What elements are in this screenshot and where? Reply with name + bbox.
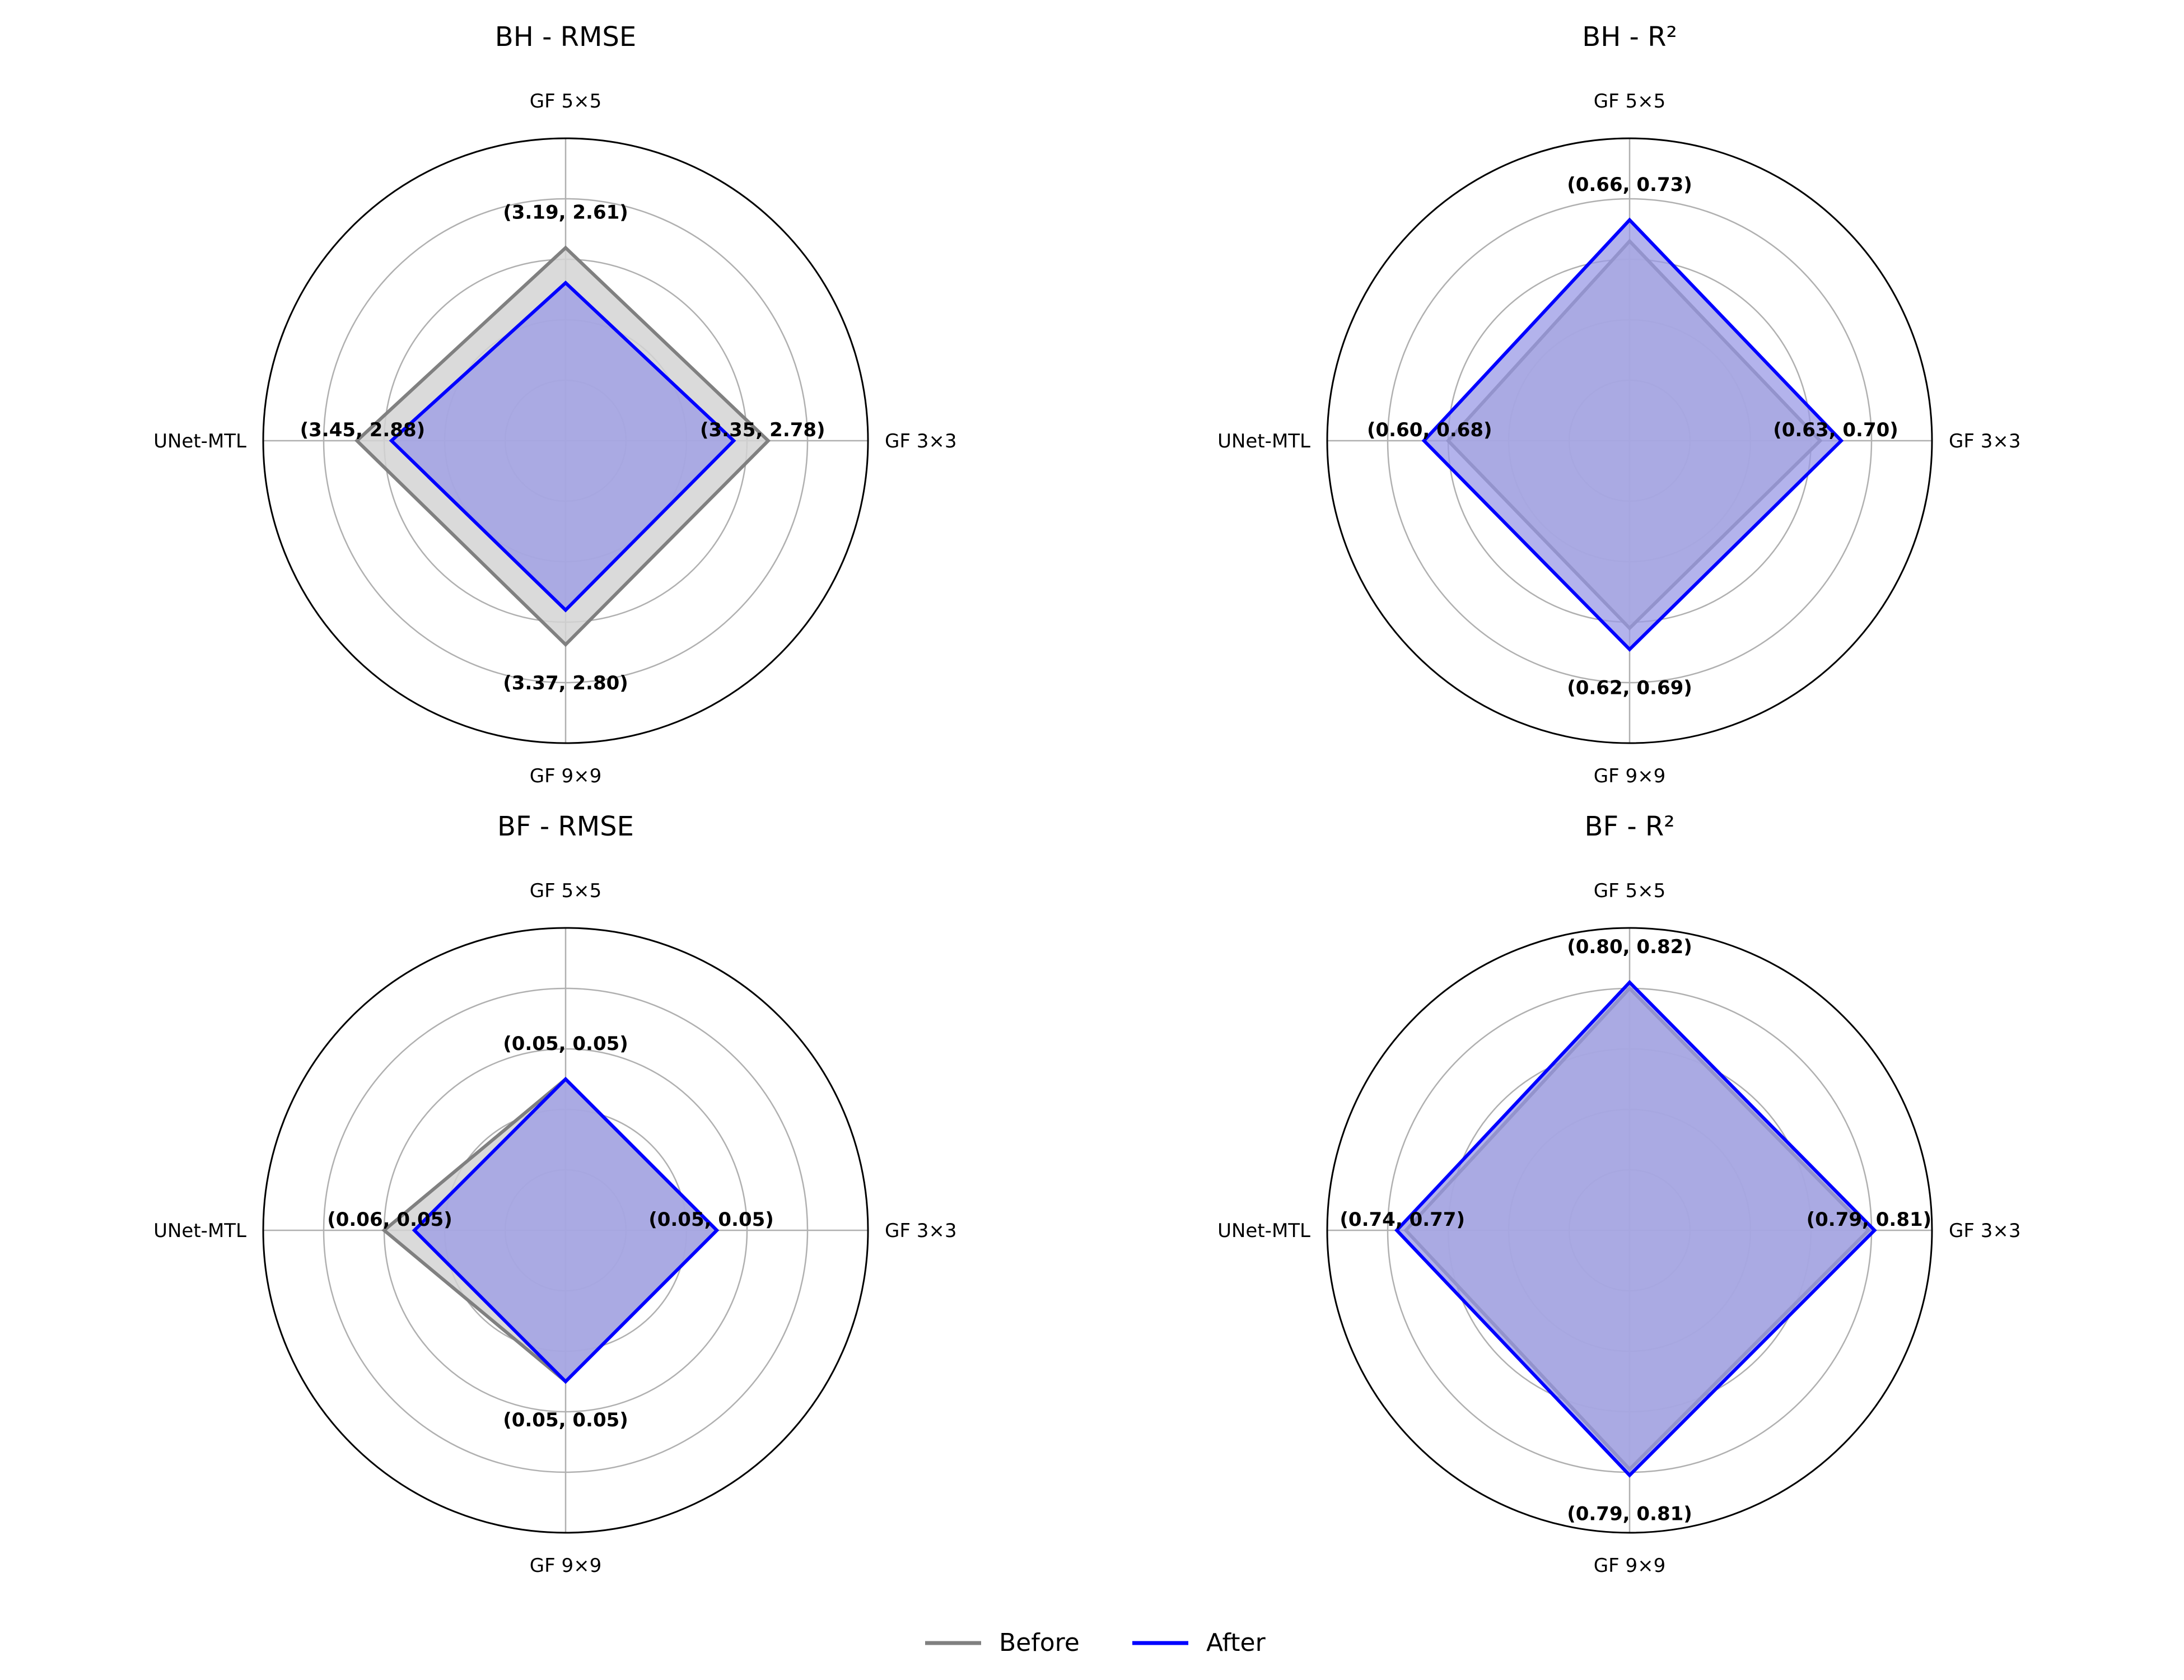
panel-title: BH - R² (1582, 21, 1677, 53)
series-line-before (354, 245, 771, 647)
category-label: GF 5×5 (530, 90, 601, 113)
radar-panel: (0.79, 0.81) (0.80, 0.82) (0.74, 0.77) (0.7… (1217, 811, 2020, 1577)
data-label: (0.05, 0.05) (503, 1409, 628, 1431)
radar-panels: (3.35, 2.78) (3.19, 2.61) (3.45, 2.88) (3.3… (153, 21, 2020, 1577)
data-label: (0.79, 0.81) (1807, 1208, 1932, 1231)
data-label: (0.62, 0.69) (1567, 677, 1692, 699)
category-label: GF 3×3 (1949, 1220, 2020, 1242)
data-label: (0.63, 0.70) (1773, 419, 1898, 441)
data-label: (0.06, 0.05) (327, 1208, 452, 1231)
legend-item-after: After (1132, 1628, 1266, 1657)
data-label: (0.80, 0.82) (1567, 936, 1692, 958)
category-label: GF 3×3 (885, 430, 956, 452)
category-label: GF 5×5 (1594, 880, 1665, 902)
radar-panel: (3.35, 2.78) (3.19, 2.61) (3.45, 2.88) (3.3… (153, 21, 956, 787)
category-label: GF 3×3 (1949, 430, 2020, 452)
category-label: GF 3×3 (885, 1220, 956, 1242)
series-line-after (389, 281, 736, 613)
outer-ring (1326, 137, 1933, 744)
data-label: (3.35, 2.78) (700, 419, 825, 441)
outer-ring (1326, 927, 1933, 1534)
data-label: (3.37, 2.80) (503, 672, 628, 694)
data-label: (0.74, 0.77) (1340, 1208, 1465, 1231)
series-line-after (412, 1076, 720, 1384)
legend-label: After (1206, 1628, 1266, 1657)
data-label: (0.79, 0.81) (1567, 1502, 1692, 1525)
radar-panel: (0.63, 0.70) (0.66, 0.73) (0.60, 0.68) (0.6… (1217, 21, 2020, 787)
series-line-after (1421, 217, 1844, 652)
legend-item-before: Before (925, 1628, 1080, 1657)
series-fill-after (391, 283, 734, 610)
outer-ring (262, 137, 869, 744)
data-label: (0.66, 0.73) (1567, 174, 1692, 196)
panel-title: BF - RMSE (497, 811, 634, 842)
data-label: (0.05, 0.05) (648, 1208, 774, 1231)
category-label: GF 9×9 (1594, 765, 1665, 787)
category-label: UNet-MTL (1217, 1220, 1310, 1242)
category-label: UNet-MTL (153, 430, 246, 452)
legend: Before After (925, 1628, 1266, 1657)
panel-title: BH - RMSE (495, 21, 636, 53)
data-label: (3.45, 2.88) (300, 419, 426, 441)
data-label: (0.05, 0.05) (503, 1033, 628, 1055)
category-label: GF 9×9 (530, 1555, 601, 1577)
outer-ring (262, 927, 869, 1534)
series-fill-after (1397, 982, 1875, 1476)
data-label: (3.19, 2.61) (503, 201, 628, 223)
category-label: GF 5×5 (530, 880, 601, 902)
panel-title: BF - R² (1585, 811, 1675, 842)
category-label: GF 9×9 (1594, 1555, 1665, 1577)
legend-label: Before (999, 1628, 1080, 1657)
data-label: (0.60, 0.68) (1367, 419, 1492, 441)
category-label: UNet-MTL (1217, 430, 1310, 452)
category-label: UNet-MTL (153, 1220, 246, 1242)
category-label: GF 9×9 (530, 765, 601, 787)
category-label: GF 5×5 (1594, 90, 1665, 113)
radar-panel: (0.05, 0.05) (0.05, 0.05) (0.06, 0.05) (0.0… (153, 811, 956, 1577)
series-line-after (1394, 979, 1877, 1478)
